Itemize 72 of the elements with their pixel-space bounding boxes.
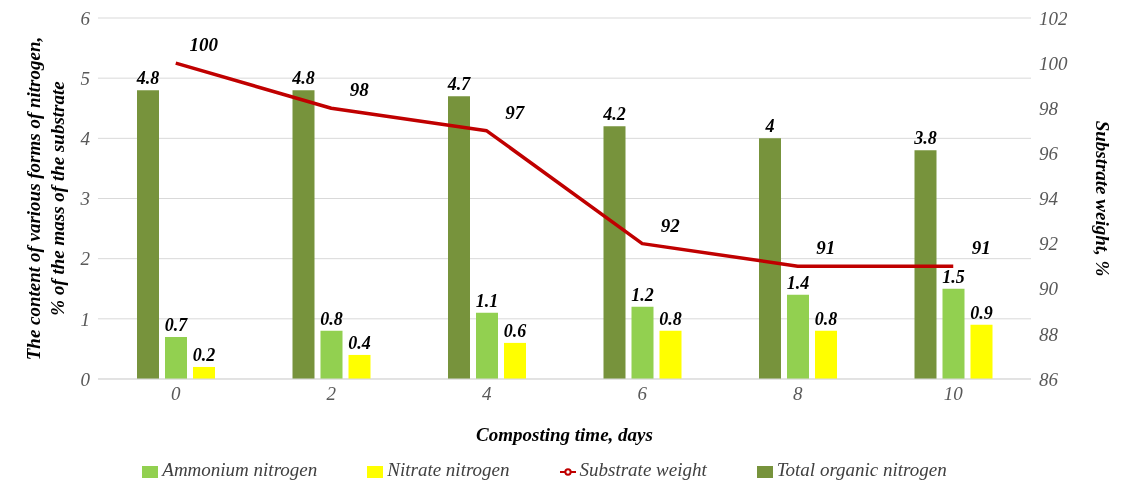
bar — [348, 354, 371, 379]
legend-label: Nitrate nitrogen — [387, 459, 510, 480]
data-label: 3.8 — [913, 128, 937, 149]
x-tick-label: 4 — [482, 383, 492, 405]
line-series — [174, 61, 955, 268]
bar — [193, 366, 215, 379]
data-label: 0.8 — [659, 308, 682, 329]
data-label: 92 — [660, 214, 681, 236]
bar — [942, 288, 965, 379]
data-label: 91 — [971, 237, 991, 259]
legend-label: Ammonium nitrogen — [162, 459, 318, 480]
data-label: 1.1 — [475, 290, 499, 311]
data-label: 0.9 — [970, 302, 993, 323]
data-label: 0.2 — [192, 344, 216, 365]
data-label: 4 — [764, 116, 775, 137]
bar — [815, 330, 837, 379]
y-tick-label: 4 — [80, 128, 91, 150]
x-tick-label: 0 — [171, 383, 181, 405]
bar — [476, 312, 498, 379]
y2-tick-label: 94 — [1039, 188, 1059, 210]
data-label: 1.4 — [786, 272, 810, 293]
data-label: 4.8 — [291, 68, 315, 89]
y2-tick-label: 92 — [1039, 233, 1059, 255]
y2-tick-label: 102 — [1039, 7, 1068, 29]
data-label: 97 — [505, 101, 526, 123]
data-label: 4.8 — [135, 68, 160, 89]
data-label: 0.4 — [348, 332, 371, 353]
x-tick-label: 6 — [637, 383, 648, 405]
data-label: 0.6 — [503, 320, 527, 341]
y2-tick-label: 88 — [1039, 323, 1059, 345]
legend-label: Substrate weight — [579, 459, 707, 480]
data-label: 100 — [189, 34, 219, 56]
bar — [137, 90, 159, 379]
y2-tick-label: 96 — [1039, 143, 1059, 165]
bar — [970, 324, 993, 379]
bar — [659, 330, 682, 379]
bar — [504, 342, 526, 379]
bar — [603, 126, 626, 379]
y-tick-label: 0 — [80, 368, 91, 390]
legend-label: Total organic nitrogen — [776, 459, 947, 480]
x-axis-title: Composting time, days — [476, 424, 653, 445]
y-tick-label: 3 — [79, 188, 90, 210]
bar — [787, 294, 809, 379]
x-tick-label: 8 — [793, 383, 803, 405]
bar — [292, 90, 315, 379]
data-label: 4.2 — [602, 104, 626, 125]
data-label: 0.8 — [320, 308, 343, 329]
bar — [320, 330, 343, 379]
y2-axis-title: Substrate weight, % — [1092, 120, 1114, 277]
data-label: 1.5 — [942, 266, 965, 287]
y-tick-label: 1 — [80, 308, 90, 330]
data-label: 0.8 — [814, 308, 838, 329]
y2-tick-label: 100 — [1039, 52, 1068, 74]
y2-tick-label: 98 — [1039, 98, 1059, 119]
bar — [914, 150, 937, 379]
bar — [448, 96, 470, 379]
data-label: 91 — [816, 237, 836, 259]
y-tick-label: 2 — [80, 248, 91, 270]
bar — [759, 138, 781, 379]
y2-tick-label: 86 — [1039, 368, 1059, 390]
y-tick-label: 5 — [80, 67, 90, 89]
bar — [631, 306, 654, 379]
data-label: 0.7 — [164, 314, 189, 335]
y-axis-title: The content of various forms of nitrogen, % of the mass of the substrate — [23, 36, 68, 361]
bar — [165, 336, 187, 379]
data-label: 1.2 — [631, 284, 654, 305]
y-tick-label: 6 — [80, 7, 91, 29]
data-label: 98 — [349, 79, 370, 101]
data-label: 4.7 — [446, 74, 472, 95]
x-tick-label: 10 — [943, 383, 964, 405]
x-tick-label: 2 — [326, 383, 337, 405]
y2-tick-label: 90 — [1039, 278, 1059, 300]
